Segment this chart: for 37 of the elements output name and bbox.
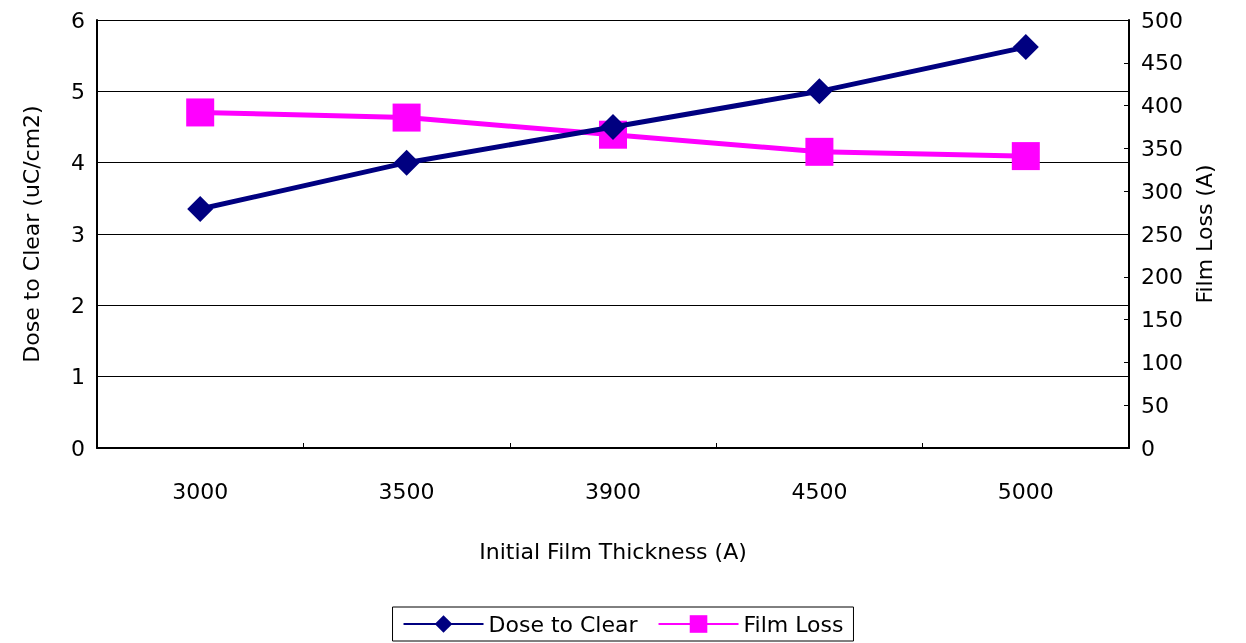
y-tick-label: 0 xyxy=(71,435,85,461)
point xyxy=(1011,142,1040,171)
y2-tick-label: 300 xyxy=(1141,178,1183,204)
point xyxy=(600,114,626,140)
x-tick-label: 4500 xyxy=(791,478,848,504)
y2-axis-title: Film Loss (A) xyxy=(1192,164,1218,304)
y2-tick-label: 250 xyxy=(1141,221,1183,247)
point xyxy=(805,137,834,166)
y-tick-label: 6 xyxy=(71,7,85,33)
point xyxy=(392,103,421,132)
legend-label: Dose to Clear xyxy=(488,611,639,637)
x-tick-label: 3000 xyxy=(172,478,229,504)
point xyxy=(187,196,214,223)
y-tick-label: 1 xyxy=(71,364,85,390)
y2-tick-label: 400 xyxy=(1141,93,1183,119)
y2-tick-label: 100 xyxy=(1141,349,1183,375)
y-axis-title: Dose to Clear (uC/cm2) xyxy=(18,105,44,363)
y2-tick-label: 450 xyxy=(1141,50,1183,76)
y2-tick-label: 350 xyxy=(1141,135,1183,161)
y2-tick-label: 200 xyxy=(1141,264,1183,290)
y2-tick-label: 500 xyxy=(1141,7,1183,33)
y-tick-label: 4 xyxy=(71,150,85,176)
point xyxy=(393,149,420,176)
y-tick-label: 3 xyxy=(71,221,85,247)
y-tick-label: 5 xyxy=(71,78,85,104)
x-tick-label: 3500 xyxy=(378,478,435,504)
point xyxy=(1012,34,1039,61)
x-tick-label: 5000 xyxy=(997,478,1054,504)
point xyxy=(186,98,215,127)
y2-tick-label: 50 xyxy=(1141,392,1169,418)
legend-label: Film Loss xyxy=(743,611,844,637)
y2-tick-label: 150 xyxy=(1141,307,1183,333)
y-tick-label: 2 xyxy=(71,292,85,318)
x-axis-title: Initial Film Thickness (A) xyxy=(479,538,747,564)
x-tick-label: 3900 xyxy=(585,478,641,504)
y2-tick-label: 0 xyxy=(1141,435,1155,461)
point xyxy=(806,78,833,105)
